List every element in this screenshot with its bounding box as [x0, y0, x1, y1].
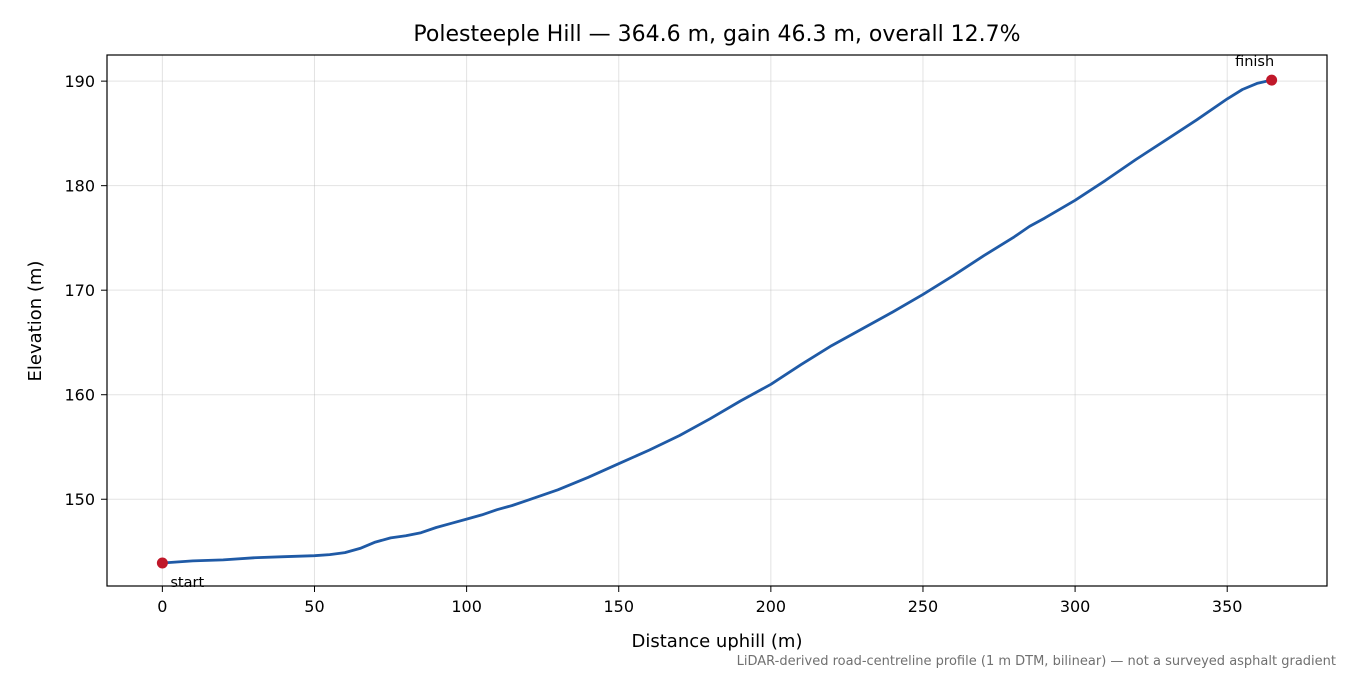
markers-layer: start finish: [156, 54, 1278, 591]
y-axis-title: Elevation (m): [25, 261, 46, 382]
elevation-line: [160, 78, 1273, 565]
x-tick-label: 150: [603, 597, 634, 616]
y-tick-label: 170: [64, 281, 95, 300]
start-label: start: [170, 575, 204, 591]
finish-label: finish: [1235, 54, 1274, 70]
x-tick-label: 200: [756, 597, 787, 616]
finish-marker: [1266, 74, 1278, 86]
plot-frame: [106, 54, 1328, 587]
y-tick-label: 150: [64, 490, 95, 509]
start-marker: [156, 557, 168, 569]
x-tick-label: 50: [304, 597, 324, 616]
x-tick-label: 250: [908, 597, 939, 616]
chart-title: Polesteeple Hill — 364.6 m, gain 46.3 m,…: [413, 22, 1020, 47]
y-tick-label: 190: [64, 72, 95, 91]
y-tick-label: 180: [64, 177, 95, 196]
x-tick-label: 350: [1212, 597, 1243, 616]
grid: [107, 55, 1327, 586]
x-axis-title: Distance uphill (m): [632, 631, 803, 652]
ticks-layer: 0 50 100 150 200 250 300 350 150 160 170 180 190: [64, 72, 1242, 616]
series-layer: [160, 78, 1273, 565]
x-tick-label: 300: [1060, 597, 1091, 616]
x-tick-label: 100: [451, 597, 482, 616]
footnote: LiDAR-derived road-centreline profile (1…: [737, 654, 1336, 669]
x-tick-label: 0: [157, 597, 167, 616]
y-tick-label: 160: [64, 386, 95, 405]
